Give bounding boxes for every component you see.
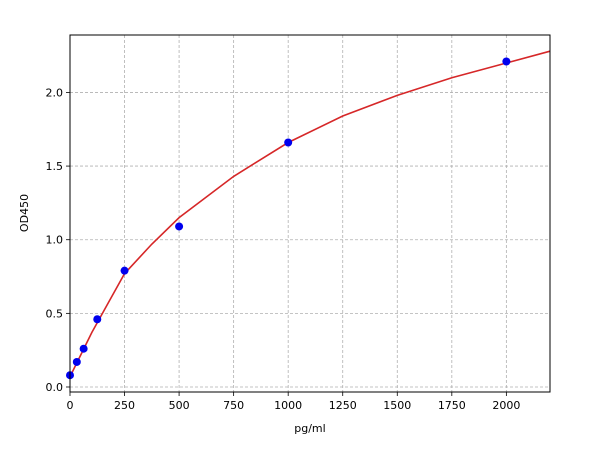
y-tick-label: 2.0 — [46, 86, 64, 99]
y-tick-label: 1.0 — [46, 234, 64, 247]
plot-frame — [69, 34, 551, 393]
data-point — [284, 138, 293, 147]
x-tick-label: 2000 — [492, 399, 520, 412]
x-tick-label: 1250 — [329, 399, 357, 412]
x-axis-label: pg/ml — [294, 422, 325, 435]
data-point — [175, 222, 184, 231]
y-axis-label: OD450 — [18, 194, 31, 232]
data-point — [120, 266, 129, 275]
x-tick-label: 0 — [67, 399, 74, 412]
data-point — [502, 57, 511, 66]
x-tick-label: 500 — [169, 399, 190, 412]
y-tick-label: 0.5 — [46, 307, 64, 320]
fit-curve — [69, 50, 551, 378]
x-tick-label: 1000 — [274, 399, 302, 412]
data-point — [93, 315, 102, 324]
x-tick-label: 750 — [223, 399, 244, 412]
x-tick-label: 1750 — [438, 399, 466, 412]
y-tick-label: 1.5 — [46, 160, 64, 173]
x-tick-label: 250 — [114, 399, 135, 412]
data-point — [79, 344, 88, 353]
x-tick-label: 1500 — [383, 399, 411, 412]
data-point — [72, 357, 81, 366]
y-tick-label: 0.0 — [46, 381, 64, 394]
